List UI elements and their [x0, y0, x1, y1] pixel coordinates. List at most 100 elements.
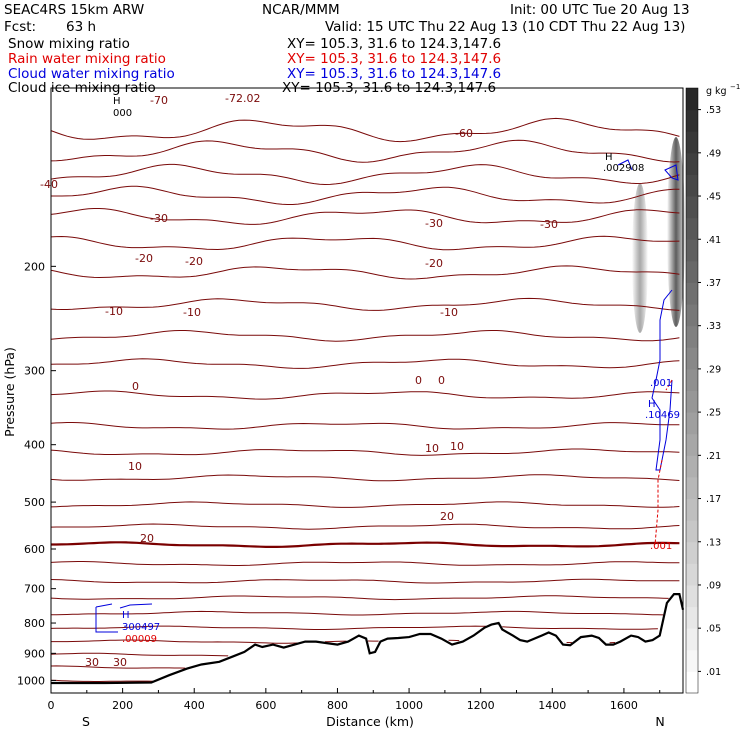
- colorbar-segment: [686, 368, 698, 391]
- x-tick-label: 800: [327, 699, 348, 712]
- field-value-label: .10469: [645, 410, 680, 421]
- contour-label: 10: [450, 440, 464, 453]
- colorbar-tick-label: .53: [706, 105, 721, 116]
- colorbar-segment: [686, 152, 698, 175]
- colorbar-tick-label: .37: [706, 278, 721, 289]
- colorbar-tick-label: .09: [706, 580, 721, 591]
- contour-label: 10: [425, 442, 439, 455]
- y-tick-label: 400: [24, 439, 45, 452]
- colorbar-segment: [686, 217, 698, 240]
- colorbar-unit-exponent: −1: [730, 83, 740, 91]
- isotherm: [50, 561, 680, 566]
- colorbar-segment: [686, 541, 698, 564]
- contour-label: -10: [440, 306, 458, 319]
- colorbar-segment: [686, 260, 698, 283]
- isotherm: [50, 474, 680, 482]
- contour-label: 20: [440, 510, 454, 523]
- colorbar-tick-label: .05: [706, 624, 721, 635]
- isotherm: [50, 265, 680, 280]
- field-value-label: .002908: [603, 163, 644, 174]
- x-axis-label: Distance (km): [326, 714, 414, 729]
- contour-label: -10: [105, 305, 123, 318]
- x-tick-label: 0: [48, 699, 55, 712]
- field-name-rain: Rain water mixing ratio: [8, 51, 166, 67]
- contour-label: -70: [150, 94, 168, 107]
- colorbar-segment: [686, 498, 698, 521]
- colorbar-tick-label: .45: [706, 192, 721, 203]
- colorbar-tick-label: .21: [706, 451, 721, 462]
- isotherm: [50, 422, 680, 430]
- field-name-cloud-water: Cloud water mixing ratio: [8, 66, 175, 82]
- isotherm: [50, 610, 664, 616]
- isotherm: [50, 330, 680, 342]
- contour-label: -72.02: [225, 92, 260, 105]
- rain-water-contours: [654, 379, 673, 546]
- isotherm: [50, 448, 680, 456]
- contour-label: -10: [183, 306, 201, 319]
- colorbar-segment: [686, 196, 698, 219]
- colorbar-segment: [686, 520, 698, 543]
- x-tick-label: 400: [184, 699, 205, 712]
- y-tick-label: 800: [24, 617, 45, 630]
- isotherm: [50, 625, 658, 630]
- contour-label: -30: [150, 212, 168, 225]
- isotherm: [50, 679, 154, 682]
- colorbar-tick-label: .33: [706, 321, 721, 332]
- colorbar-tick-label: .01: [706, 667, 721, 678]
- isotherm: [50, 595, 669, 601]
- colorbar-segment: [686, 239, 698, 262]
- model-title: SEAC4RS 15km ARW: [4, 2, 145, 18]
- isotherm: [50, 297, 680, 311]
- colorbar-segment: [686, 563, 698, 586]
- colorbar-segment: [686, 88, 698, 111]
- contour-label: -20: [185, 255, 203, 268]
- contour-label: 30: [85, 656, 99, 669]
- colorbar-unit: g kg: [706, 86, 727, 97]
- y-tick-label: 600: [24, 543, 45, 556]
- high-marker: H: [648, 399, 656, 410]
- colorbar-tick-label: .49: [706, 148, 721, 159]
- x-tick-label: 200: [112, 699, 133, 712]
- colorbar-segment: [686, 390, 698, 413]
- y-tick-label: 300: [24, 365, 45, 378]
- colorbar-segment: [686, 455, 698, 478]
- terrain-surface: [51, 593, 685, 685]
- colorbar-frame: [685, 87, 699, 694]
- contour-label: -40: [40, 178, 58, 191]
- colorbar-segment: [686, 304, 698, 327]
- temperature-contours: [50, 117, 680, 682]
- isotherm: [50, 208, 680, 225]
- field-name-snow: Snow mixing ratio: [8, 36, 130, 52]
- colorbar-segment: [686, 131, 698, 154]
- high-marker: H: [113, 96, 121, 107]
- high-marker: H: [122, 610, 130, 621]
- colorbar-segment: [686, 584, 698, 608]
- x-tick-label: 600: [255, 699, 276, 712]
- colorbar-tick-label: .13: [706, 537, 721, 548]
- x-tick-label: 1000: [395, 699, 423, 712]
- x-axis: 0 200 400 600 800 1000 1200 1400 1600: [48, 688, 661, 712]
- plot-frame: [50, 87, 684, 694]
- colorbar-segment: [686, 109, 698, 132]
- x-tick-label: 1200: [467, 699, 495, 712]
- contour-label: -30: [540, 218, 558, 231]
- field-xy-cloud-water: XY= 105.3, 31.6 to 124.3,147.6: [287, 66, 502, 82]
- y-tick-label: 1000: [17, 674, 45, 687]
- y-tick-label: 700: [24, 583, 45, 596]
- field-value-label: .001: [650, 378, 672, 389]
- isotherm: [50, 235, 680, 251]
- contour-label: 0: [438, 374, 445, 387]
- contour-label: 0: [415, 374, 422, 387]
- isotherm: [50, 523, 680, 530]
- cloud-water-contours: [95, 159, 679, 633]
- x-tick-label: 1400: [538, 699, 566, 712]
- isotherm: [50, 501, 680, 508]
- colorbar-segment: [686, 671, 698, 694]
- isotherm: [50, 665, 186, 669]
- high-marker: H: [605, 152, 613, 163]
- isotherm: [50, 390, 680, 400]
- y-axis-label: Pressure (hPa): [2, 347, 17, 437]
- colorbar: .01 .05 .09 .13 .17 .21 .25 .29 .33 .37 .41 .45 .49.…: [685, 87, 721, 694]
- zero-isotherm: [51, 541, 680, 548]
- isotherm: [50, 117, 680, 143]
